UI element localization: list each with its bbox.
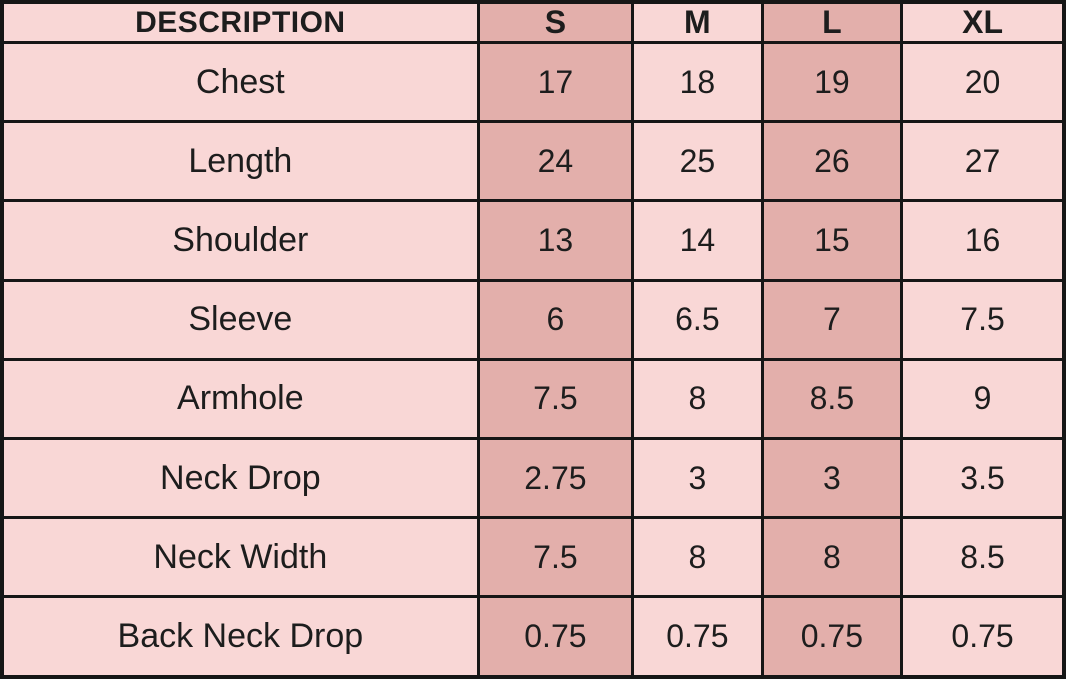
row-label: Armhole — [0, 357, 480, 440]
row-label: Back Neck Drop — [0, 595, 480, 679]
table-row-neck-drop: Neck Drop 2.75 3 3 3.5 — [0, 436, 1066, 520]
table-row-neck-width: Neck Width 7.5 8 8 8.5 — [0, 516, 1066, 599]
size-value-cell: 7.5 — [476, 357, 635, 440]
size-value-cell: 15 — [760, 199, 904, 282]
table-row-back-neck-drop: Back Neck Drop 0.75 0.75 0.75 0.75 — [0, 595, 1066, 679]
size-value-cell: 8 — [631, 357, 764, 440]
size-value-cell: 7 — [760, 278, 904, 361]
size-value-cell: 25 — [631, 120, 764, 203]
size-value-cell: 14 — [631, 199, 764, 282]
size-value-cell: 3 — [760, 436, 904, 520]
size-value-cell: 0.75 — [900, 595, 1066, 679]
size-value-cell: 8 — [631, 516, 764, 599]
size-value-cell: 3.5 — [900, 436, 1066, 520]
size-value-cell: 8 — [760, 516, 904, 599]
table-row-length: Length 24 25 26 27 — [0, 120, 1066, 203]
size-value-cell: 6.5 — [631, 278, 764, 361]
row-label: Shoulder — [0, 199, 480, 282]
size-value-cell: 17 — [476, 40, 635, 124]
size-value-cell: 2.75 — [476, 436, 635, 520]
table-row-chest: Chest 17 18 19 20 — [0, 40, 1066, 124]
table-row-shoulder: Shoulder 13 14 15 16 — [0, 199, 1066, 282]
size-value-cell: 6 — [476, 278, 635, 361]
size-value-cell: 20 — [900, 40, 1066, 124]
column-header-size-s: S — [476, 0, 635, 44]
header-row: DESCRIPTION S M L XL — [0, 0, 1066, 44]
table-row-sleeve: Sleeve 6 6.5 7 7.5 — [0, 278, 1066, 361]
size-value-cell: 3 — [631, 436, 764, 520]
column-header-size-m: M — [631, 0, 764, 44]
size-value-cell: 0.75 — [760, 595, 904, 679]
table-row-armhole: Armhole 7.5 8 8.5 9 — [0, 357, 1066, 440]
size-value-cell: 8.5 — [760, 357, 904, 440]
column-header-description: DESCRIPTION — [0, 0, 480, 44]
column-header-size-xl: XL — [900, 0, 1066, 44]
row-label: Length — [0, 120, 480, 203]
row-label: Sleeve — [0, 278, 480, 361]
size-value-cell: 8.5 — [900, 516, 1066, 599]
size-value-cell: 0.75 — [631, 595, 764, 679]
size-value-cell: 16 — [900, 199, 1066, 282]
size-value-cell: 27 — [900, 120, 1066, 203]
column-header-size-l: L — [760, 0, 904, 44]
size-value-cell: 7.5 — [900, 278, 1066, 361]
row-label: Neck Width — [0, 516, 480, 599]
size-value-cell: 18 — [631, 40, 764, 124]
row-label: Neck Drop — [0, 436, 480, 520]
size-value-cell: 13 — [476, 199, 635, 282]
size-value-cell: 26 — [760, 120, 904, 203]
size-value-cell: 7.5 — [476, 516, 635, 599]
size-value-cell: 24 — [476, 120, 635, 203]
size-value-cell: 0.75 — [476, 595, 635, 679]
size-value-cell: 19 — [760, 40, 904, 124]
row-label: Chest — [0, 40, 480, 124]
size-value-cell: 9 — [900, 357, 1066, 440]
